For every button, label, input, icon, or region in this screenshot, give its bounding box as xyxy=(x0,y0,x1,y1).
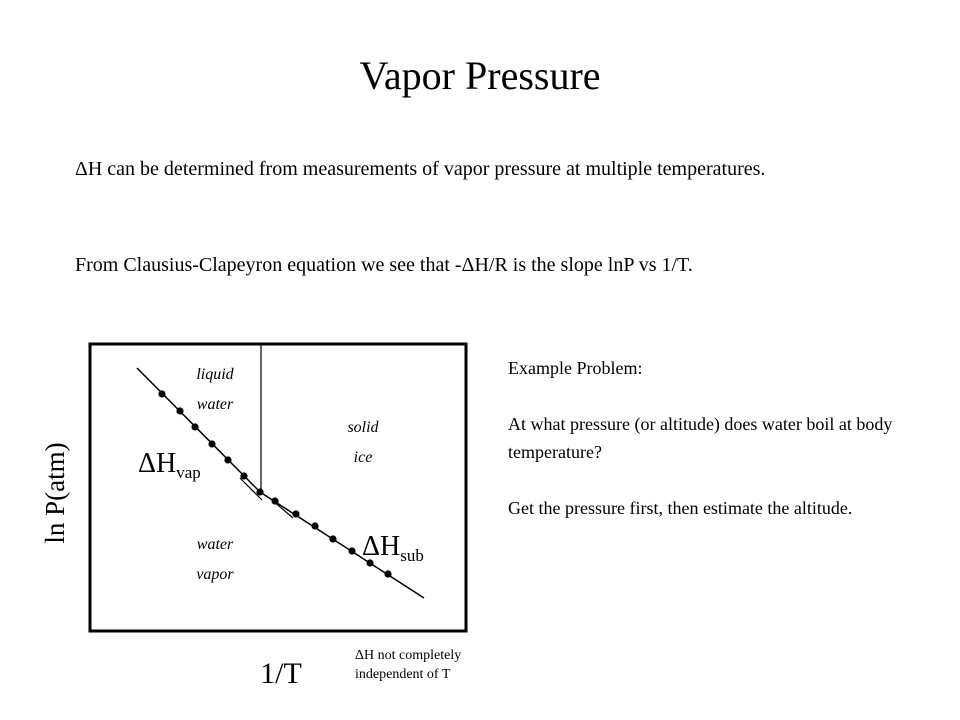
data-point xyxy=(366,559,374,567)
intro-paragraph: ΔH can be determined from measurements o… xyxy=(75,158,766,180)
dh-vap-subscript: vap xyxy=(176,463,201,482)
vaporization-extension xyxy=(239,477,263,501)
plot-frame xyxy=(88,342,468,633)
vaporization-data-points xyxy=(158,390,248,480)
liquid-label: liquid xyxy=(196,366,234,383)
dh-sub-label: ΔHsub xyxy=(362,531,424,565)
data-point xyxy=(208,440,216,448)
data-point xyxy=(311,522,319,530)
sublimation-line xyxy=(259,491,425,599)
note-line-2: independent of T xyxy=(355,667,451,682)
note-line-1: ΔH not completely xyxy=(355,648,462,663)
x-axis-label: 1/T xyxy=(260,657,302,690)
data-point xyxy=(176,407,184,415)
water-label: water xyxy=(197,396,234,413)
dh-vap-main: ΔH xyxy=(138,448,176,479)
ice-label: ice xyxy=(354,449,373,466)
y-axis-label: ln P(atm) xyxy=(40,442,70,543)
water-vapor-label-line1: water xyxy=(197,536,234,553)
dh-sub-subscript: sub xyxy=(400,546,424,565)
example-hint: Get the pressure first, then estimate th… xyxy=(508,498,853,518)
data-point xyxy=(348,547,356,555)
data-point xyxy=(158,390,166,398)
dh-sub-main: ΔH xyxy=(362,531,400,562)
water-vapor-label-line2: vapor xyxy=(196,566,234,583)
example-question: At what pressure (or altitude) does wate… xyxy=(508,414,893,462)
solid-label: solid xyxy=(347,419,379,436)
data-point xyxy=(256,488,264,496)
example-heading: Example Problem: xyxy=(508,358,643,378)
data-point xyxy=(224,456,232,464)
data-point xyxy=(329,535,337,543)
sublimation-data-points xyxy=(256,488,392,578)
data-point xyxy=(384,570,392,578)
dh-vap-label: ΔHvap xyxy=(138,448,201,482)
data-point xyxy=(292,510,300,518)
vaporization-line xyxy=(136,367,261,493)
data-point xyxy=(271,497,279,505)
clausius-clapeyron-paragraph: From Clausius-Clapeyron equation we see … xyxy=(75,254,693,276)
slide-title: Vapor Pressure xyxy=(359,53,601,98)
data-point xyxy=(240,472,248,480)
enthalpy-note: ΔH not completely independent of T xyxy=(355,646,515,684)
data-point xyxy=(191,423,199,431)
